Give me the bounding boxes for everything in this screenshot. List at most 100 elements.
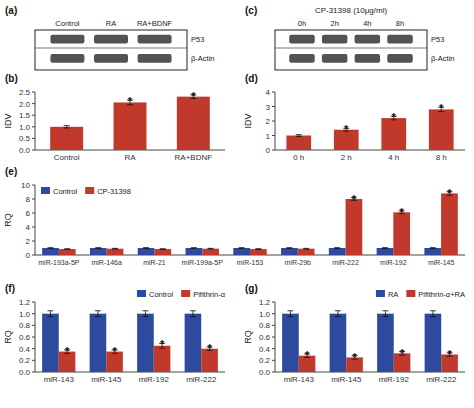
y-tick-label: 3 <box>266 103 271 112</box>
blot-band <box>322 35 347 44</box>
legend-label: RA <box>388 290 398 299</box>
y-tick-label: 1.5 <box>19 111 31 120</box>
bar <box>138 248 155 255</box>
error-bar <box>303 248 309 250</box>
y-tick-label: 0.4 <box>19 345 31 354</box>
blot-band <box>138 54 172 63</box>
legend-swatch <box>85 187 94 194</box>
marks <box>282 311 458 372</box>
bar <box>42 248 59 255</box>
blot-band <box>387 35 412 44</box>
error-bar <box>286 247 292 249</box>
legend-label: Control <box>53 187 78 196</box>
panel-label: (g) <box>245 283 258 294</box>
blot-band <box>94 35 128 44</box>
bar <box>330 314 347 372</box>
significance-star: * <box>112 345 117 357</box>
x-tick-label: miR-222 <box>186 375 217 384</box>
y-tick-label: 1 <box>266 132 271 141</box>
x-tick-label: miR-145 <box>428 259 455 266</box>
error-bar <box>296 135 302 137</box>
legend-swatch <box>181 290 190 297</box>
error-bar <box>191 247 197 249</box>
error-bar <box>64 248 70 250</box>
lane-label: 0h <box>298 19 306 28</box>
significance-star: * <box>439 102 444 114</box>
marks <box>286 107 453 150</box>
significance-star: * <box>128 95 133 107</box>
error-bar <box>239 247 245 249</box>
error-bar <box>95 247 101 249</box>
panel-subtitle: CP-31398 (10μg/ml) <box>315 6 388 15</box>
bar <box>202 249 219 255</box>
y-axis <box>35 302 36 372</box>
x-tick-label: miR-153 <box>237 259 264 266</box>
legend-swatch <box>376 290 385 297</box>
bar <box>282 314 299 372</box>
figure: ControlRARA+BDNFP53β-Actin(a) 0.0 0.5 1.0 1.… <box>0 0 474 408</box>
bar-panel: 0.00.20.40.60.81.01.2miR-143miR-145miR-1… <box>3 283 226 384</box>
y-tick-label: 1.0 <box>259 310 271 319</box>
y-tick-label: 2 <box>266 117 271 126</box>
significance-star: * <box>305 349 310 361</box>
y-axis <box>35 92 36 150</box>
bar <box>177 97 210 150</box>
significance-star: * <box>352 193 357 205</box>
bar <box>329 248 346 255</box>
y-tick-label: 0.8 <box>19 321 31 330</box>
significance-star: * <box>352 351 357 363</box>
x-tick-label: miR-222 <box>332 259 359 266</box>
legend: ControlCP-31398 <box>41 187 131 196</box>
y-axis-label: RQ <box>243 330 253 344</box>
y-tick-label: 0.5 <box>19 134 31 143</box>
bar <box>90 314 107 372</box>
bar <box>154 249 171 255</box>
bar-panel: 0246810miR-193a-5PmiR-146amiR-21miR-199a… <box>3 166 465 266</box>
x-tick-label: miR-29b <box>285 259 312 266</box>
y-axis-label: IDV <box>243 113 253 128</box>
lane-label: 2h <box>330 19 338 28</box>
bar <box>393 212 410 255</box>
blot-panel: ControlRARA+BDNFP53β-Actin(a) <box>5 5 215 70</box>
y-tick-label: 0.6 <box>19 333 31 342</box>
panel-label: (b) <box>5 73 18 84</box>
bar <box>233 248 250 255</box>
error-bar <box>287 311 293 317</box>
row-label: P53 <box>191 35 204 44</box>
bar <box>59 249 76 255</box>
x-tick-label: RA+BDNF <box>175 153 213 162</box>
y-tick-label: 0 <box>266 146 271 155</box>
error-bar <box>208 248 214 250</box>
blot-panel: 0h2h4h8hP53β-Actin(c)CP-31398 (10μg/ml) <box>245 5 455 70</box>
y-axis-label: IDV <box>3 113 13 128</box>
lane-label: RA <box>106 19 116 28</box>
lane-label: 8h <box>396 19 404 28</box>
blot-band <box>387 54 412 63</box>
error-bar <box>47 311 53 317</box>
significance-star: * <box>65 345 70 357</box>
error-bar <box>335 311 341 317</box>
y-tick-label: 10 <box>21 181 30 190</box>
y-tick-label: 1.0 <box>19 123 31 132</box>
error-bar <box>382 247 388 249</box>
error-bar <box>48 247 54 249</box>
y-tick-label: 4 <box>266 88 271 97</box>
marks <box>42 311 218 372</box>
legend-label: Pifithrin-α <box>193 290 226 299</box>
y-tick-label: 2.5 <box>19 88 31 97</box>
bar-panel: 012340 h2 h4 h8 h***IDV(d) <box>243 73 465 162</box>
x-tick-label: miR-145 <box>331 375 362 384</box>
x-tick-label: miR-193a-5P <box>38 259 80 266</box>
marks <box>42 192 458 255</box>
row-label: β-Actin <box>431 54 455 63</box>
blot-band <box>355 54 380 63</box>
significance-star: * <box>400 206 405 218</box>
error-bar <box>430 311 436 317</box>
blot-band <box>355 35 380 44</box>
x-tick-label: miR-192 <box>380 259 407 266</box>
error-bar <box>255 248 261 250</box>
x-tick-label: Control <box>54 153 80 162</box>
y-tick-label: 0.0 <box>19 146 31 155</box>
x-tick-label: miR-143 <box>284 375 315 384</box>
bar-panel: 0.00.20.40.60.81.01.2miR-143miR-145miR-1… <box>243 283 465 384</box>
